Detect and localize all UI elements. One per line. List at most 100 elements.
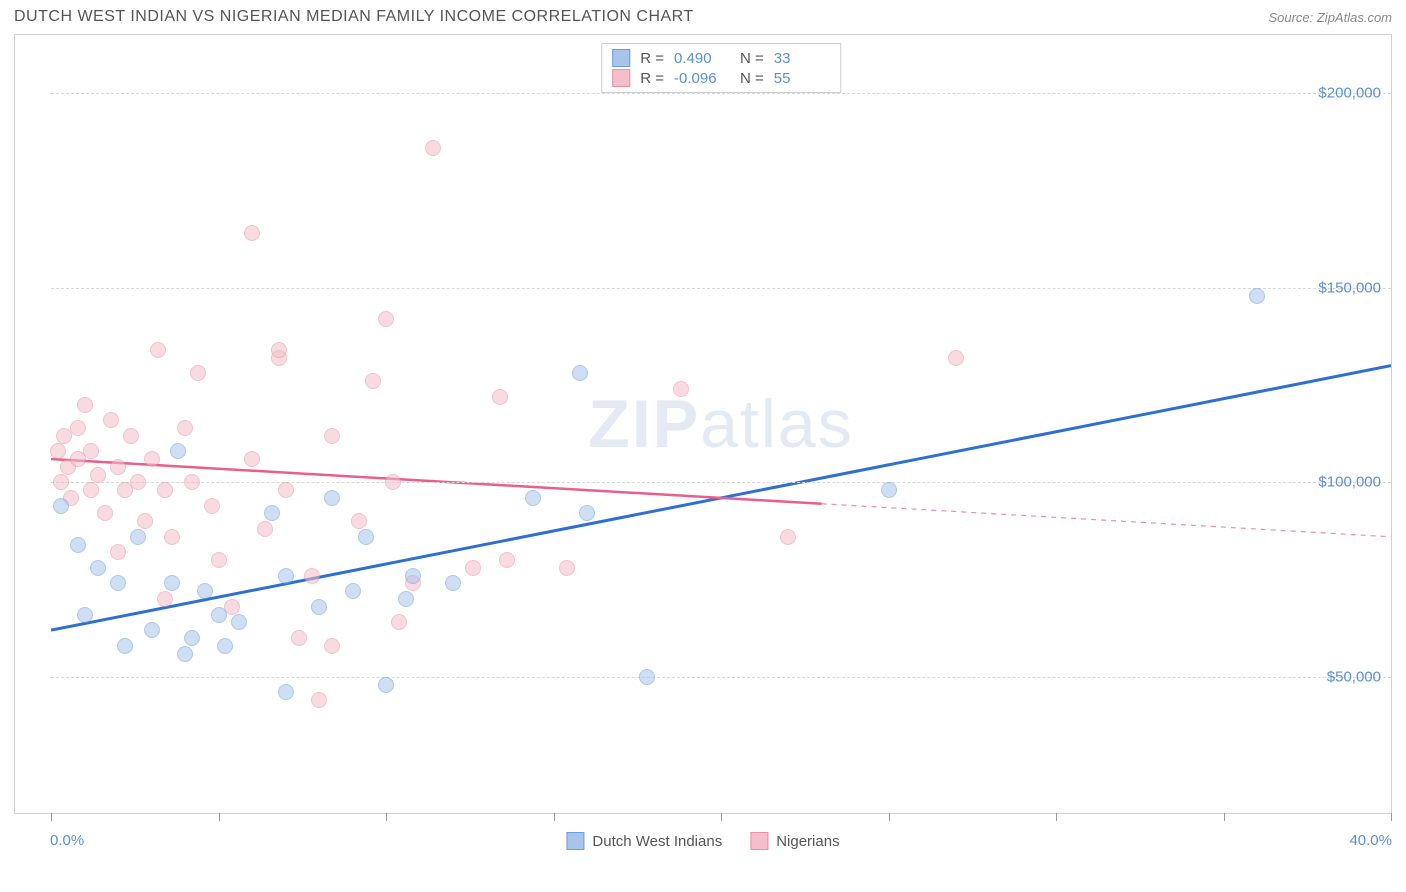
data-point	[465, 560, 481, 576]
data-point	[405, 568, 421, 584]
data-point	[324, 428, 340, 444]
watermark-zip: ZIP	[588, 386, 700, 462]
legend-label-1: Dutch West Indians	[592, 833, 722, 850]
plot-area: ZIPatlas R = 0.490 N = 33 R = -0.096 N =…	[51, 35, 1391, 813]
data-point	[278, 568, 294, 584]
data-point	[445, 575, 461, 591]
data-point	[291, 630, 307, 646]
x-max-label: 40.0%	[1349, 832, 1392, 849]
gridline	[51, 93, 1391, 94]
data-point	[130, 529, 146, 545]
legend-swatch-1	[566, 832, 584, 850]
data-point	[673, 381, 689, 397]
data-point	[184, 474, 200, 490]
watermark: ZIPatlas	[588, 385, 853, 463]
data-point	[137, 513, 153, 529]
data-point	[324, 490, 340, 506]
data-point	[197, 583, 213, 599]
data-point	[378, 677, 394, 693]
legend-item-1: Dutch West Indians	[566, 832, 722, 850]
data-point	[204, 498, 220, 514]
data-point	[50, 443, 66, 459]
data-point	[559, 560, 575, 576]
data-point	[110, 575, 126, 591]
data-point	[190, 365, 206, 381]
legend-item-2: Nigerians	[750, 832, 839, 850]
data-point	[278, 684, 294, 700]
n-value-2: 55	[774, 70, 830, 87]
data-point	[97, 505, 113, 521]
n-label-1: N =	[740, 50, 764, 67]
trend-lines	[51, 35, 1391, 813]
r-value-1: 0.490	[674, 50, 730, 67]
data-point	[391, 614, 407, 630]
data-point	[217, 638, 233, 654]
data-point	[150, 342, 166, 358]
data-point	[123, 428, 139, 444]
data-point	[365, 373, 381, 389]
data-point	[117, 638, 133, 654]
y-tick-label: $150,000	[1318, 279, 1381, 296]
n-label-2: N =	[740, 70, 764, 87]
stats-row-1: R = 0.490 N = 33	[612, 48, 830, 68]
data-point	[77, 397, 93, 413]
data-point	[311, 692, 327, 708]
data-point	[1249, 288, 1265, 304]
data-point	[639, 669, 655, 685]
gridline	[51, 677, 1391, 678]
swatch-series-2	[612, 69, 630, 87]
data-point	[157, 591, 173, 607]
data-point	[130, 474, 146, 490]
data-point	[264, 505, 280, 521]
data-point	[184, 630, 200, 646]
data-point	[164, 575, 180, 591]
data-point	[499, 552, 515, 568]
data-point	[358, 529, 374, 545]
data-point	[211, 552, 227, 568]
data-point	[70, 537, 86, 553]
data-point	[53, 474, 69, 490]
stats-legend: R = 0.490 N = 33 R = -0.096 N = 55	[601, 43, 841, 93]
data-point	[177, 420, 193, 436]
legend-swatch-2	[750, 832, 768, 850]
data-point	[881, 482, 897, 498]
data-point	[244, 225, 260, 241]
data-point	[579, 505, 595, 521]
r-label-1: R =	[640, 50, 664, 67]
stats-row-2: R = -0.096 N = 55	[612, 68, 830, 88]
data-point	[948, 350, 964, 366]
watermark-atlas: atlas	[700, 386, 854, 462]
data-point	[53, 498, 69, 514]
data-point	[572, 365, 588, 381]
data-point	[110, 544, 126, 560]
chart-title: DUTCH WEST INDIAN VS NIGERIAN MEDIAN FAM…	[14, 8, 694, 26]
header: DUTCH WEST INDIAN VS NIGERIAN MEDIAN FAM…	[0, 0, 1406, 30]
x-axis-row: 0.0% 40.0% Dutch West Indians Nigerians	[14, 814, 1392, 864]
data-point	[780, 529, 796, 545]
data-point	[90, 467, 106, 483]
chart-container: Median Family Income ZIPatlas R = 0.490 …	[14, 34, 1392, 814]
data-point	[525, 490, 541, 506]
swatch-series-1	[612, 49, 630, 67]
data-point	[257, 521, 273, 537]
data-point	[425, 140, 441, 156]
data-point	[378, 311, 394, 327]
data-point	[304, 568, 320, 584]
data-point	[244, 451, 260, 467]
x-min-label: 0.0%	[50, 832, 84, 849]
data-point	[103, 412, 119, 428]
data-point	[324, 638, 340, 654]
data-point	[492, 389, 508, 405]
legend-label-2: Nigerians	[776, 833, 839, 850]
data-point	[271, 342, 287, 358]
data-point	[177, 646, 193, 662]
gridline	[51, 482, 1391, 483]
data-point	[311, 599, 327, 615]
data-point	[90, 560, 106, 576]
y-tick-label: $100,000	[1318, 474, 1381, 491]
n-value-1: 33	[774, 50, 830, 67]
gridline	[51, 288, 1391, 289]
r-value-2: -0.096	[674, 70, 730, 87]
data-point	[157, 482, 173, 498]
data-point	[144, 451, 160, 467]
